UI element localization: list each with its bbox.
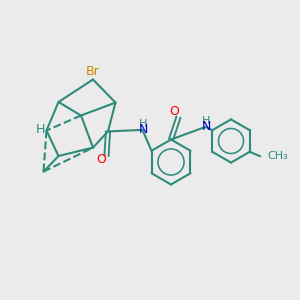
Text: CH₃: CH₃ xyxy=(268,151,289,161)
Text: H: H xyxy=(36,123,45,136)
Text: H: H xyxy=(202,116,211,127)
Text: H: H xyxy=(139,119,148,130)
Text: O: O xyxy=(96,153,106,166)
Text: O: O xyxy=(169,105,179,118)
Text: N: N xyxy=(139,123,148,136)
Text: Br: Br xyxy=(86,64,100,78)
Text: N: N xyxy=(202,120,211,134)
